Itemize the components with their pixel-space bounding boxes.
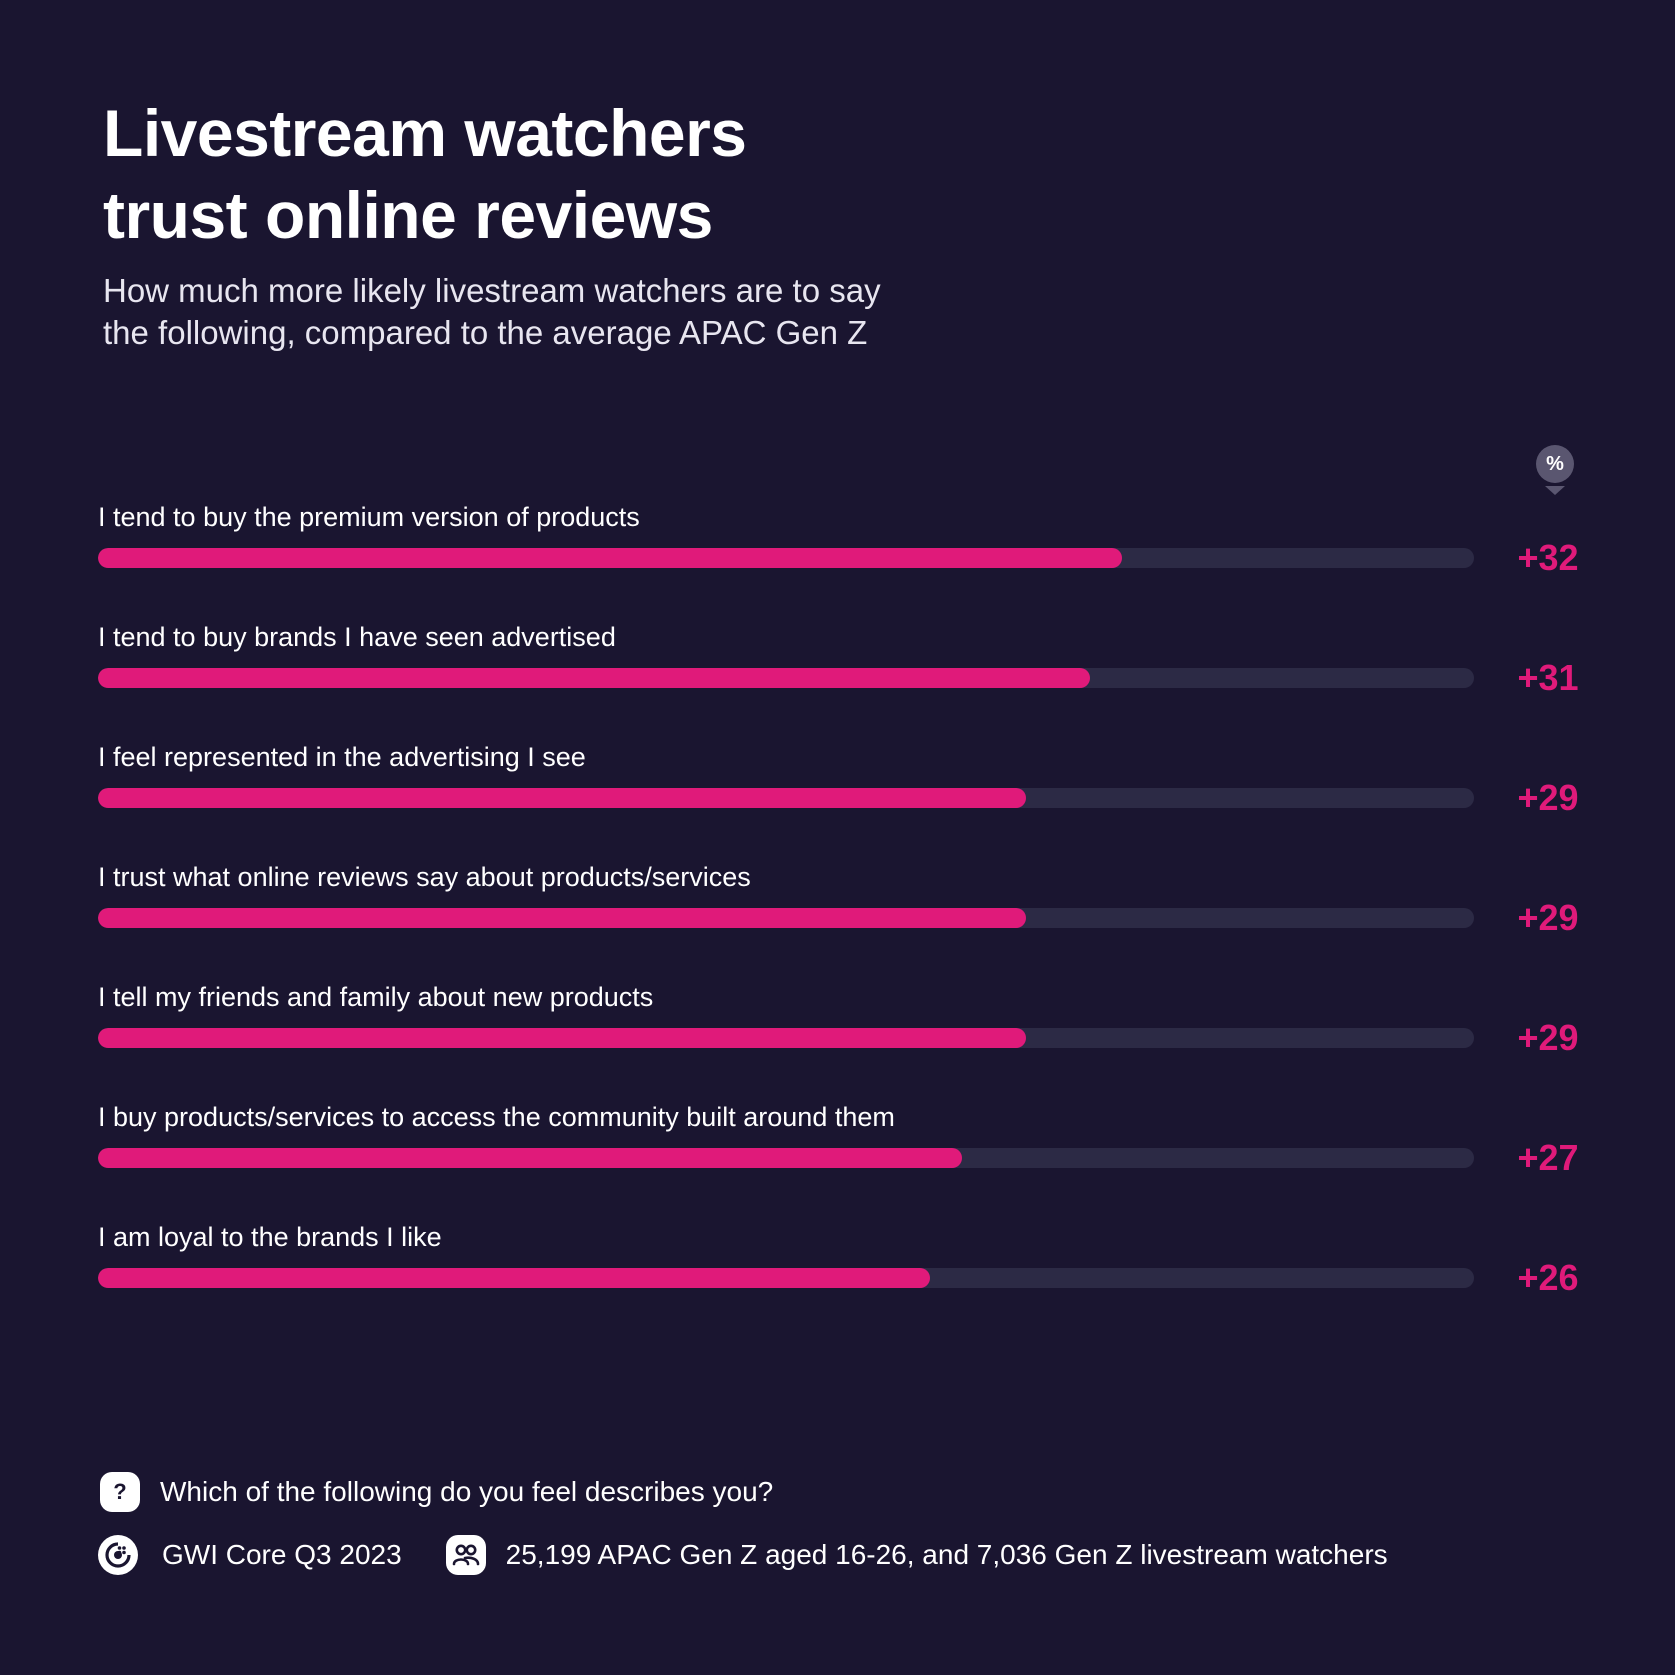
bar-fill [98,788,1026,808]
gwi-logo-icon [98,1535,138,1575]
bar-fill [98,1028,1026,1048]
chart-subtitle: How much more likely livestream watchers… [103,270,881,354]
bar-track [98,548,1474,568]
bar-fill [98,668,1090,688]
bar-track [98,668,1474,688]
percent-unit-badge: % [1536,445,1574,495]
bar-label: I tell my friends and family about new p… [98,982,654,1012]
bar-row: I tend to buy the premium version of pro… [98,500,1598,590]
chart-subtitle-line-1: How much more likely livestream watchers… [103,272,881,309]
bar-row: I feel represented in the advertising I … [98,740,1598,830]
bar-label: I buy products/services to access the co… [98,1102,895,1132]
chart-title-line-2: trust online reviews [103,178,713,252]
bar-value-label: +32 [1517,537,1579,578]
bar-value-label: +26 [1517,1257,1579,1298]
bar-value-label: +29 [1517,897,1579,938]
bar-row: I tend to buy brands I have seen adverti… [98,620,1598,710]
bar-fill [98,1268,930,1288]
bar-row: I tell my friends and family about new p… [98,980,1598,1070]
bar-label: I feel represented in the advertising I … [98,742,586,772]
bar-value-label: +29 [1517,777,1579,818]
footer-source: GWI Core Q3 2023 25,199 APAC Gen Z aged … [98,1535,1388,1575]
question-mark-icon: ? [100,1472,140,1512]
chart-subtitle-line-2: the following, compared to the average A… [103,314,868,351]
bar-value-label: +29 [1517,1017,1579,1058]
bar-row: I buy products/services to access the co… [98,1100,1598,1190]
bar-row: I am loyal to the brands I like +26 [98,1220,1598,1310]
bar-fill [98,548,1122,568]
bar-value-label: +31 [1517,657,1579,698]
bar-label: I trust what online reviews say about pr… [98,862,751,892]
chart-title: Livestream watchers trust online reviews [103,92,747,256]
bar-value-label: +27 [1517,1137,1579,1178]
bar-label: I tend to buy the premium version of pro… [98,502,640,532]
bar-row: I trust what online reviews say about pr… [98,860,1598,950]
footer-source-text: GWI Core Q3 2023 [162,1539,402,1570]
bar-track [98,788,1474,808]
bar-track [98,1148,1474,1168]
people-icon [445,1535,486,1575]
bar-fill [98,1148,962,1168]
footer-question: ? Which of the following do you feel des… [100,1472,773,1512]
bar-track [98,908,1474,928]
bar-label: I am loyal to the brands I like [98,1222,442,1252]
footer-question-text: Which of the following do you feel descr… [160,1476,774,1507]
chart-title-line-1: Livestream watchers [103,96,747,170]
bar-fill [98,908,1026,928]
footer-audience-text: 25,199 APAC Gen Z aged 16-26, and 7,036 … [505,1539,1388,1570]
bar-track [98,1028,1474,1048]
bar-track [98,1268,1474,1288]
bar-label: I tend to buy brands I have seen adverti… [98,622,616,652]
